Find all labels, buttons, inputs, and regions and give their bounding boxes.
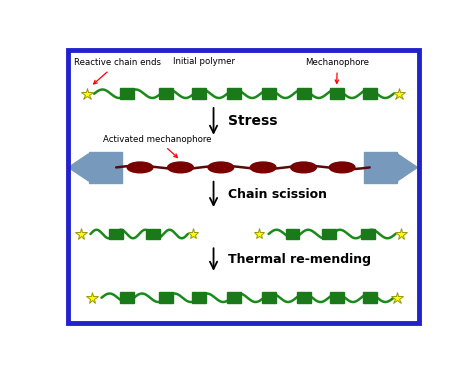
Bar xyxy=(146,229,160,240)
Bar xyxy=(322,229,336,240)
Text: Chain scission: Chain scission xyxy=(228,188,327,201)
Ellipse shape xyxy=(168,162,193,173)
Bar xyxy=(285,229,300,240)
Bar xyxy=(262,88,275,99)
Bar xyxy=(363,293,377,303)
Text: Stress: Stress xyxy=(228,114,278,128)
Ellipse shape xyxy=(250,162,276,173)
Bar xyxy=(364,152,397,183)
Polygon shape xyxy=(68,154,89,181)
Bar xyxy=(363,88,377,99)
Bar xyxy=(159,293,173,303)
Bar xyxy=(297,293,310,303)
Text: Activated mechanophore: Activated mechanophore xyxy=(103,135,212,158)
Text: Mechanophore: Mechanophore xyxy=(305,59,369,83)
Bar xyxy=(227,88,241,99)
Ellipse shape xyxy=(291,162,317,173)
Text: Reactive chain ends: Reactive chain ends xyxy=(74,59,161,84)
Bar xyxy=(159,88,173,99)
Polygon shape xyxy=(397,154,418,181)
Bar xyxy=(120,88,134,99)
Ellipse shape xyxy=(208,162,234,173)
Bar xyxy=(227,293,241,303)
Bar xyxy=(297,88,310,99)
Bar xyxy=(329,88,344,99)
Ellipse shape xyxy=(127,162,153,173)
Bar xyxy=(109,229,123,240)
Bar xyxy=(192,88,206,99)
Bar xyxy=(262,293,275,303)
Bar xyxy=(89,152,122,183)
Text: Thermal re-mending: Thermal re-mending xyxy=(228,253,371,266)
Bar xyxy=(192,293,206,303)
Text: Initial polymer: Initial polymer xyxy=(173,57,236,66)
Bar xyxy=(329,293,344,303)
Bar xyxy=(361,229,375,240)
Ellipse shape xyxy=(329,162,355,173)
Bar xyxy=(120,293,134,303)
